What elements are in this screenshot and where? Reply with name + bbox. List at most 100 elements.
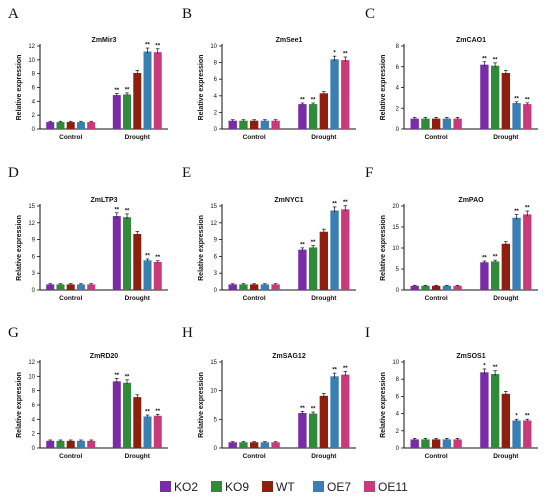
significance-mark: ** <box>482 56 487 62</box>
panel-letter: F <box>365 165 373 181</box>
y-tick-label: 10 <box>28 374 35 380</box>
bar-ko9-drought <box>123 94 132 129</box>
y-tick-label: 20 <box>392 204 399 210</box>
y-tick-label: 4 <box>32 417 36 423</box>
bar-ko2-control <box>46 440 55 448</box>
bar-ko2-control <box>46 122 55 129</box>
y-tick-label: 0 <box>214 288 218 294</box>
significance-mark: ** <box>300 242 305 248</box>
bar-ko2-drought <box>298 413 307 448</box>
bar-oe7-drought <box>330 210 339 290</box>
significance-mark: ** <box>343 200 348 206</box>
bar-wt-drought <box>501 243 511 290</box>
significance-mark: ** <box>300 97 305 103</box>
significance-mark: ** <box>493 255 498 261</box>
bar-ko2-drought <box>480 262 489 290</box>
x-tick-label-control: Control <box>59 295 82 302</box>
x-tick-label-drought: Drought <box>493 134 519 141</box>
significance-mark: ** <box>482 256 487 262</box>
x-tick-label-control: Control <box>243 134 266 141</box>
bar-wt-drought <box>133 234 142 290</box>
legend-swatch-wt <box>262 481 273 492</box>
x-tick-label-drought: Drought <box>311 295 337 302</box>
y-axis-label: Relative expression <box>198 215 205 281</box>
panel-letter: G <box>8 325 19 341</box>
chart-title: ZmSee1 <box>276 37 303 44</box>
bar-ko2-drought <box>298 104 307 129</box>
y-tick-label: 12 <box>28 44 35 50</box>
x-tick-label-drought: Drought <box>125 134 151 141</box>
bar-ko9-control <box>239 284 248 290</box>
y-tick-label: 10 <box>210 389 217 395</box>
y-tick-label: 15 <box>392 225 399 231</box>
significance-mark: ** <box>114 207 119 213</box>
y-axis-label: Relative expression <box>198 55 205 121</box>
y-tick-label: 6 <box>396 65 400 71</box>
y-tick-label: 6 <box>32 403 36 409</box>
x-tick-label-drought: Drought <box>493 295 519 302</box>
panel-letter: E <box>182 165 191 181</box>
significance-mark: ** <box>155 43 160 49</box>
bar-oe11-control <box>453 285 462 290</box>
bar-ko9-control <box>421 285 430 290</box>
y-axis-label: Relative expression <box>198 372 205 438</box>
y-axis-label: Relative expression <box>16 55 23 121</box>
y-tick-label: 10 <box>210 44 217 50</box>
y-tick-label: 10 <box>392 246 399 252</box>
panel-letter: A <box>8 6 19 22</box>
y-tick-label: 9 <box>214 238 218 244</box>
y-tick-label: 0 <box>396 127 400 133</box>
panel-letter: B <box>182 6 192 22</box>
panel-d: D ZmLTP3 Relative expression 0 3 6 9 12 15 Contro… <box>8 165 168 302</box>
significance-mark: ** <box>332 368 337 374</box>
bar-oe11-control <box>271 284 280 290</box>
bar-ko9-control <box>239 442 248 448</box>
y-tick-label: 0 <box>214 127 218 133</box>
bar-oe7-drought <box>330 59 339 129</box>
bar-ko2-control <box>410 118 419 129</box>
bar-oe11-drought <box>523 214 532 290</box>
y-axis-label: Relative expression <box>380 215 387 281</box>
x-tick-label-drought: Drought <box>125 295 151 302</box>
y-tick-label: 10 <box>28 58 35 64</box>
bar-wt-drought <box>501 393 511 448</box>
bar-oe11-control <box>87 122 96 129</box>
bar-ko9-drought <box>123 382 132 448</box>
x-tick-label-control: Control <box>425 295 448 302</box>
bar-ko9-drought <box>308 247 318 290</box>
bar-wt-control <box>66 284 75 290</box>
bar-ko9-control <box>421 439 430 448</box>
y-tick-label: 8 <box>396 377 400 383</box>
y-axis-label: Relative expression <box>16 215 23 281</box>
y-tick-label: 2 <box>396 429 400 435</box>
chart-title: ZmCAO1 <box>456 37 486 44</box>
legend-label-oe7: OE7 <box>327 480 351 494</box>
significance-mark: ** <box>114 373 119 379</box>
significance-mark: ** <box>145 253 150 259</box>
bar-ko2-drought <box>112 216 121 290</box>
bar-oe7-control <box>442 118 452 129</box>
x-tick-label-control: Control <box>59 134 82 141</box>
legend-label-ko2: KO2 <box>174 480 198 494</box>
y-tick-label: 5 <box>396 267 400 273</box>
y-tick-label: 8 <box>32 389 36 395</box>
panel-letter: H <box>182 325 193 341</box>
bar-oe7-control <box>260 120 270 129</box>
bar-oe7-control <box>76 284 85 290</box>
y-tick-label: 10 <box>392 360 399 366</box>
bar-wt-drought <box>319 231 329 290</box>
bar-wt-drought <box>319 93 329 129</box>
bar-ko9-drought <box>308 104 318 129</box>
y-tick-label: 4 <box>396 412 400 418</box>
x-tick-label-drought: Drought <box>493 453 519 460</box>
bar-wt-control <box>431 285 441 290</box>
significance-mark: * <box>483 363 486 369</box>
chart-title: ZmLTP3 <box>90 197 117 204</box>
x-tick-label-control: Control <box>59 453 82 460</box>
legend-label-wt: WT <box>276 480 295 494</box>
bar-ko2-control <box>410 439 419 448</box>
bar-ko2-control <box>228 284 237 290</box>
bar-oe7-control <box>76 122 85 129</box>
significance-mark: ** <box>514 96 519 102</box>
bar-ko9-drought <box>490 65 500 129</box>
